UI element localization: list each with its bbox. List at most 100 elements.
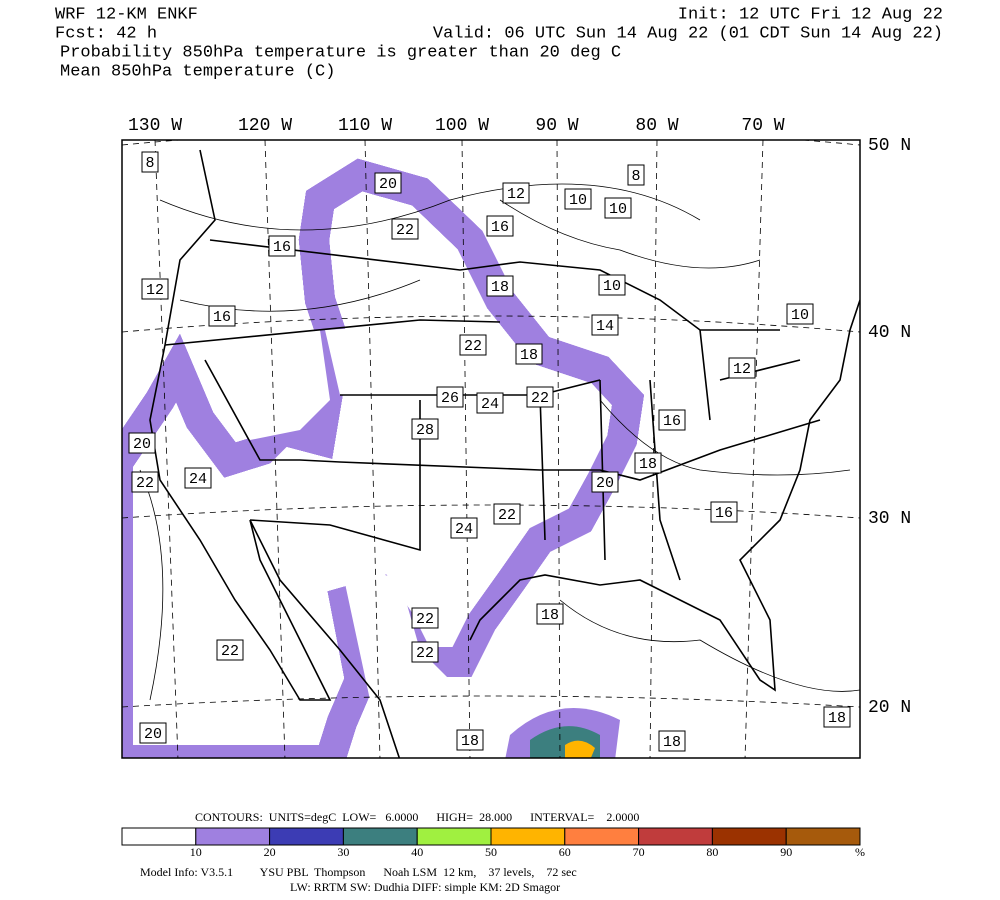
longitude-label: 120 W [238, 116, 292, 136]
contour-label: 18 [491, 279, 509, 296]
contour-label: 10 [603, 278, 621, 295]
contour-label: 20 [596, 475, 614, 492]
contour-label-box [411, 418, 439, 440]
colorbar-label: 50 [485, 845, 497, 859]
colorbar-label: 70 [633, 845, 645, 859]
contour-label-box [564, 188, 592, 210]
temperature-contours [139, 183, 860, 701]
contour-label-box [391, 218, 419, 240]
colorbar-swatch [342, 827, 418, 846]
contour-label-box [493, 503, 521, 525]
contour-label: 10 [609, 201, 627, 218]
contour-label-box [131, 471, 159, 493]
contour-label-box [486, 215, 514, 237]
contour-label-box [141, 151, 159, 173]
contour-label: 22 [498, 507, 516, 524]
contour-label-box [139, 722, 167, 744]
contour-label-box [786, 303, 814, 325]
contour-label-box [141, 278, 169, 300]
contour-label-box [208, 305, 236, 327]
colorbar-label: 40 [411, 845, 423, 859]
colorbar-swatch [638, 827, 713, 846]
colorbar-label: 20 [264, 845, 276, 859]
contour-label-box [374, 172, 402, 194]
contour-label-box [526, 386, 554, 408]
boundaries [139, 149, 860, 758]
physics-info: LW: RRTM SW: Dudhia DIFF: simple KM: 2D … [290, 880, 560, 894]
valid-time: Valid: 06 UTC Sun 14 Aug 22 (01 CDT Sun … [433, 24, 943, 43]
low-probability-area [200, 325, 480, 758]
contour-label: 14 [596, 318, 614, 335]
contour-label: 22 [464, 338, 482, 355]
colorbar-swatch [711, 827, 787, 846]
contour-label: 20 [379, 176, 397, 193]
contour-label-box [598, 274, 626, 296]
contour-label-box [591, 471, 619, 493]
colorbar-swatch [564, 827, 640, 846]
contour-label-box [450, 517, 478, 539]
contour-label-box [728, 357, 756, 379]
contour-label-box [658, 730, 686, 752]
contour-label: 22 [221, 643, 239, 660]
colorbar-swatch [416, 827, 492, 846]
contour-label: 24 [455, 521, 473, 538]
latitude-label: 40 N [868, 323, 911, 343]
map-frame [121, 139, 861, 759]
contour-label: 28 [416, 422, 434, 439]
contour-label-box [591, 314, 619, 336]
forecast-hour: Fcst: 42 h [55, 24, 157, 43]
contour-label-box [436, 386, 464, 408]
longitude-label: 90 W [535, 116, 578, 136]
colorbar-swatch [269, 827, 344, 846]
model-info: Model Info: V3.5.1 YSU PBL Thompson Noah… [140, 865, 577, 879]
longitude-label: 80 W [635, 116, 678, 136]
contour-label: 18 [639, 456, 657, 473]
contour-label-box [627, 164, 645, 186]
latitude-label: 30 N [868, 509, 911, 529]
colorbar-label: 60 [559, 845, 571, 859]
contour-label: 12 [507, 186, 525, 203]
latitude-label: 50 N [868, 136, 911, 156]
contour-label: 22 [396, 222, 414, 239]
latitude-label: 20 N [868, 698, 911, 718]
colorbar-label: 30 [337, 845, 349, 859]
contour-label-box [710, 501, 738, 523]
colorbar-label: 90 [780, 845, 792, 859]
contour-label-box [486, 275, 514, 297]
contour-label: 16 [273, 239, 291, 256]
contour-label: 10 [791, 307, 809, 324]
contour-label-box [184, 467, 212, 489]
contour-info: CONTOURS: UNITS=degC LOW= 6.0000 HIGH= 2… [195, 810, 639, 824]
longitude-label: 130 W [128, 116, 182, 136]
contour-label-box [634, 452, 662, 474]
contour-label: 24 [481, 396, 499, 413]
contour-label-box [411, 607, 439, 629]
coastline [149, 149, 860, 758]
contour-label-box [536, 603, 564, 625]
contour-label: 16 [715, 505, 733, 522]
probability-field [122, 158, 644, 758]
contour-label: 18 [520, 347, 538, 364]
field-subtitle: Mean 850hPa temperature (C) [60, 62, 335, 81]
contour-label: 26 [441, 390, 459, 407]
contour-label: 16 [491, 219, 509, 236]
contour-label-box [604, 197, 632, 219]
contour-label-box [459, 334, 487, 356]
colorbar-swatch [490, 827, 566, 846]
longitude-label: 70 W [741, 116, 784, 136]
contour-label: 18 [461, 733, 479, 750]
contour-label: 20 [144, 726, 162, 743]
colorbar-swatch [195, 827, 271, 846]
model-title: WRF 12-KM ENKF [55, 5, 198, 24]
contour-label: 12 [733, 361, 751, 378]
colorbar-label: 10 [190, 845, 202, 859]
longitude-label: 110 W [338, 116, 392, 136]
contour-label: 10 [569, 192, 587, 209]
contour-label: 18 [663, 734, 681, 751]
colorbar-swatch [121, 827, 197, 846]
contour-label: 18 [541, 607, 559, 624]
init-time: Init: 12 UTC Fri 12 Aug 22 [678, 5, 943, 24]
colorbar-swatch [785, 827, 861, 846]
contour-label-box [515, 343, 543, 365]
